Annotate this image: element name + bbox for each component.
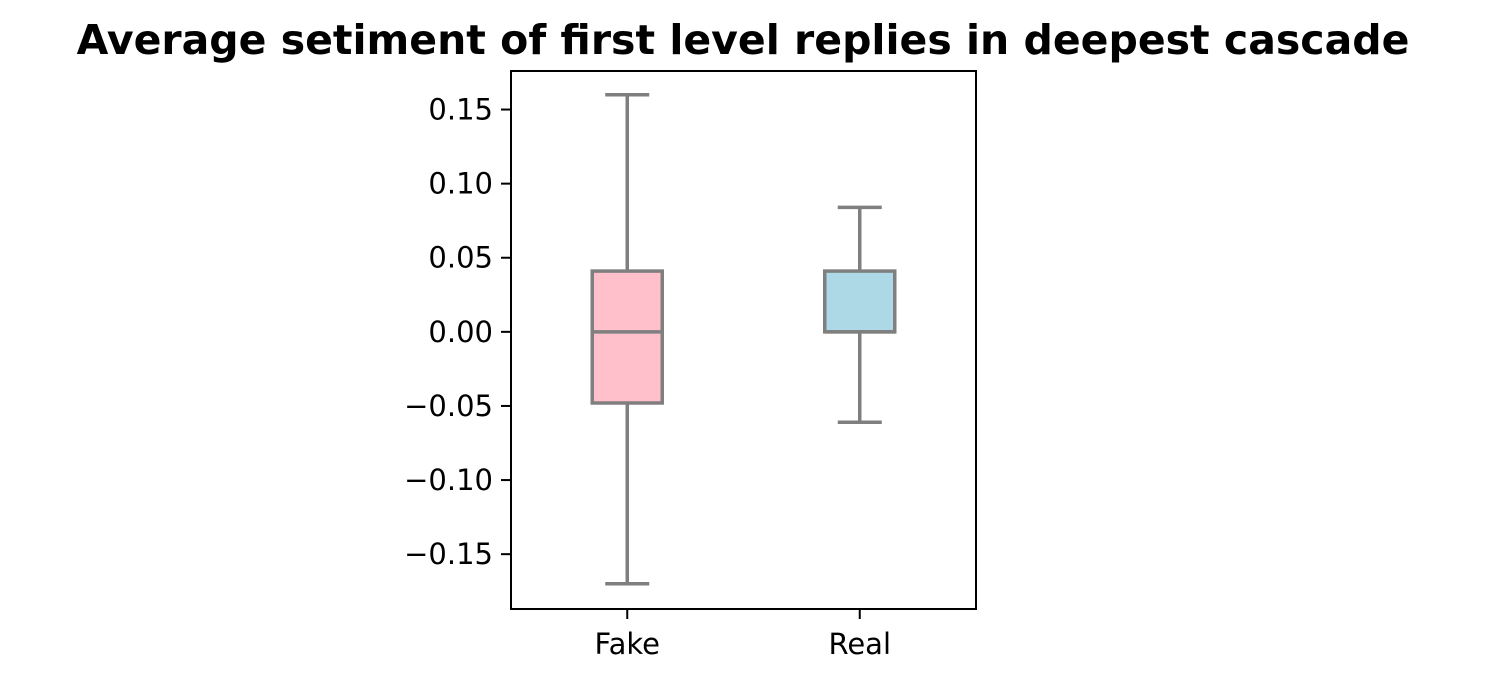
- box-fake: [590, 92, 664, 586]
- box-real: [823, 205, 897, 425]
- y-axis: 0.15 0.10 0.05 0.00 −0.05 −0.10 −0.15: [404, 93, 511, 571]
- y-tick-label: 0.15: [428, 93, 493, 127]
- x-tick-label-fake: Fake: [595, 627, 660, 661]
- y-tick-label: 0.10: [428, 167, 493, 201]
- y-tick-label: 0.05: [428, 241, 493, 275]
- chart-title: Average setiment of first level replies …: [77, 16, 1410, 64]
- boxes-layer: [590, 92, 897, 586]
- y-tick-label: −0.05: [404, 389, 493, 423]
- iqr-box-fake: [590, 269, 664, 405]
- y-tick-label: −0.10: [404, 463, 493, 497]
- x-tick-label-real: Real: [828, 627, 891, 661]
- iqr-box-real: [823, 269, 897, 334]
- y-tick-label: 0.00: [428, 315, 493, 349]
- plot-frame: [510, 70, 977, 610]
- x-axis: Fake Real: [595, 609, 891, 661]
- y-tick-label: −0.15: [404, 537, 493, 571]
